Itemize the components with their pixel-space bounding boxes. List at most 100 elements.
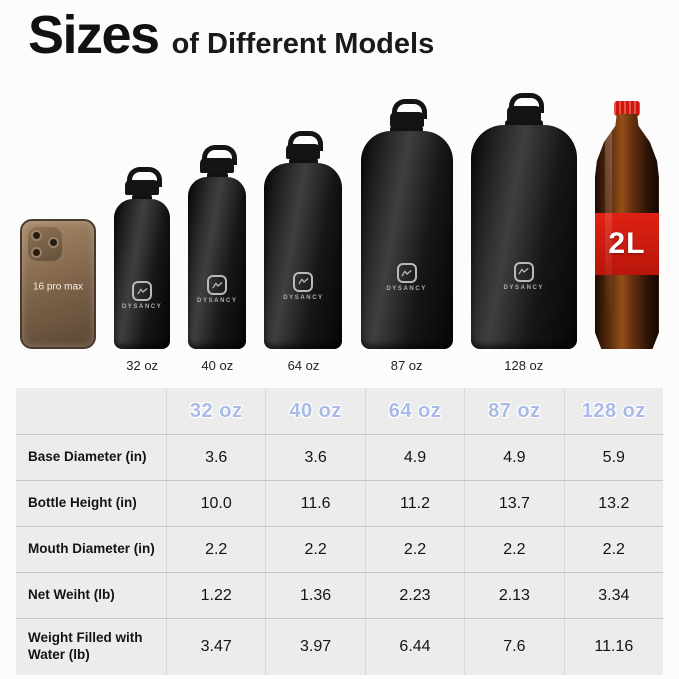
- bottle-lid: [286, 131, 324, 159]
- bottle-size-label: 87 oz: [390, 358, 423, 373]
- table-cell: 2.13: [464, 573, 563, 618]
- brand-logo-icon: [293, 271, 314, 292]
- bottle-image: DYSANCY: [188, 145, 247, 349]
- phone-camera-module: [28, 227, 62, 261]
- column-header: 87 oz: [464, 388, 563, 434]
- product-lineup: 16 pro max DYSANCY 32 oz: [20, 66, 659, 374]
- table-cell: 3.6: [166, 435, 265, 480]
- bottle-body: DYSANCY: [360, 131, 453, 349]
- row-label: Net Weiht (lb): [28, 587, 115, 603]
- row-label: Base Diameter (in): [28, 449, 147, 465]
- table-cell: 6.44: [364, 619, 464, 675]
- row-label: Mouth Diameter (in): [28, 541, 155, 557]
- phone-image: 16 pro max: [20, 219, 96, 349]
- soda-image: 2L: [594, 101, 659, 349]
- bottle-size-label: 32 oz: [126, 358, 159, 373]
- bottle-64oz: DYSANCY 64 oz: [264, 131, 343, 374]
- camera-lens-icon: [31, 230, 42, 241]
- table-cell: 2.2: [364, 527, 464, 572]
- table-cell: 11.6: [265, 481, 364, 526]
- soda-volume-text: 2L: [608, 226, 646, 260]
- soda-body: 2L: [594, 114, 659, 349]
- bottle-87oz: DYSANCY 87 oz: [360, 99, 453, 374]
- bottle-body: DYSANCY: [264, 163, 343, 349]
- table-cell: 2.2: [563, 527, 663, 572]
- table-cell: 2.23: [364, 573, 464, 618]
- bottle-image: DYSANCY: [264, 131, 343, 349]
- bottle-neck: [504, 120, 543, 125]
- bottle-lid: [389, 99, 427, 127]
- row-label: Bottle Height (in): [28, 495, 137, 511]
- bottle-neck: [390, 126, 424, 131]
- brand-mark: DYSANCY: [361, 263, 453, 292]
- bottle-body: DYSANCY: [470, 125, 577, 349]
- table-cell: 4.9: [364, 435, 464, 480]
- column-header: 64 oz: [364, 388, 464, 434]
- table-cell: 4.9: [464, 435, 563, 480]
- table-cell: 11.16: [563, 619, 663, 675]
- table-row: Net Weiht (lb) 1.22 1.36 2.23 2.13 3.34: [16, 572, 663, 618]
- brand-mark: DYSANCY: [114, 281, 170, 310]
- bottle-size-label: 64 oz: [287, 358, 320, 373]
- brand-name: DYSANCY: [503, 284, 545, 291]
- table-cell: 2.2: [166, 527, 265, 572]
- title-subtitle: of Different Models: [171, 28, 435, 60]
- row-label: Weight Filled with Water (lb): [28, 630, 143, 662]
- column-header: 40 oz: [265, 388, 364, 434]
- bottle-image: DYSANCY: [470, 93, 577, 349]
- brand-logo-icon: [396, 263, 417, 284]
- title-big: Sizes: [28, 5, 160, 65]
- table-cell: 1.22: [166, 573, 265, 618]
- bottle-size-label: 128 oz: [504, 358, 544, 373]
- bottle-32oz: DYSANCY 32 oz: [114, 167, 171, 374]
- brand-name: DYSANCY: [283, 294, 324, 301]
- table-cell: 13.7: [464, 481, 563, 526]
- table-cell: 1.36: [265, 573, 364, 618]
- table-cell: 3.6: [265, 435, 364, 480]
- phone-label: 16 pro max: [32, 281, 84, 293]
- table-row: Bottle Height (in) 10.0 11.6 11.2 13.7 1…: [16, 480, 663, 526]
- table-cell: 7.6: [464, 619, 563, 675]
- column-header: [16, 388, 166, 434]
- brand-name: DYSANCY: [121, 304, 163, 310]
- table-cell: 5.9: [563, 435, 663, 480]
- table-cell: 2.2: [265, 527, 364, 572]
- page-title: Sizes of Different Models: [20, 8, 659, 62]
- soda-cap: [613, 101, 640, 116]
- column-header: 32 oz: [166, 388, 265, 434]
- table-cell: 10.0: [166, 481, 265, 526]
- bottle-40oz: DYSANCY 40 oz: [188, 145, 247, 374]
- brand-mark: DYSANCY: [471, 261, 577, 291]
- brand-logo-icon: [513, 261, 534, 282]
- brand-logo-icon: [132, 281, 153, 301]
- table-cell: 3.34: [563, 573, 663, 618]
- bottle-128oz: DYSANCY 128 oz: [470, 93, 577, 374]
- table-row: Mouth Diameter (in) 2.2 2.2 2.2 2.2 2.2: [16, 526, 663, 572]
- table-header-row: 32 oz 40 oz 64 oz 87 oz 128 oz: [16, 388, 663, 434]
- table-cell: 3.97: [265, 619, 364, 675]
- bottle-image: DYSANCY: [114, 167, 171, 349]
- table-cell: 2.2: [464, 527, 563, 572]
- phone-16-pro-max: 16 pro max: [20, 219, 96, 374]
- table-cell: 11.2: [364, 481, 464, 526]
- camera-lens-icon: [48, 237, 59, 248]
- brand-logo-icon: [207, 275, 228, 296]
- table-cell: 3.47: [166, 619, 265, 675]
- table-row: Base Diameter (in) 3.6 3.6 4.9 4.9 5.9: [16, 434, 663, 480]
- bottle-lid: [125, 167, 163, 195]
- size-table: 32 oz 40 oz 64 oz 87 oz 128 oz Base Diam…: [16, 388, 663, 675]
- bottle-image: DYSANCY: [360, 99, 453, 349]
- bottle-neck: [206, 172, 228, 177]
- bottle-body: DYSANCY: [114, 199, 171, 349]
- bottle-size-label: 40 oz: [201, 358, 234, 373]
- soda-label: 2L: [594, 212, 659, 275]
- bottle-neck: [132, 194, 153, 199]
- brand-name: DYSANCY: [197, 298, 238, 305]
- camera-lens-icon: [31, 247, 42, 258]
- brand-mark: DYSANCY: [188, 275, 246, 304]
- bottle-lid: [200, 145, 238, 173]
- table-cell: 13.2: [563, 481, 663, 526]
- brand-mark: DYSANCY: [264, 271, 342, 301]
- brand-name: DYSANCY: [386, 286, 427, 293]
